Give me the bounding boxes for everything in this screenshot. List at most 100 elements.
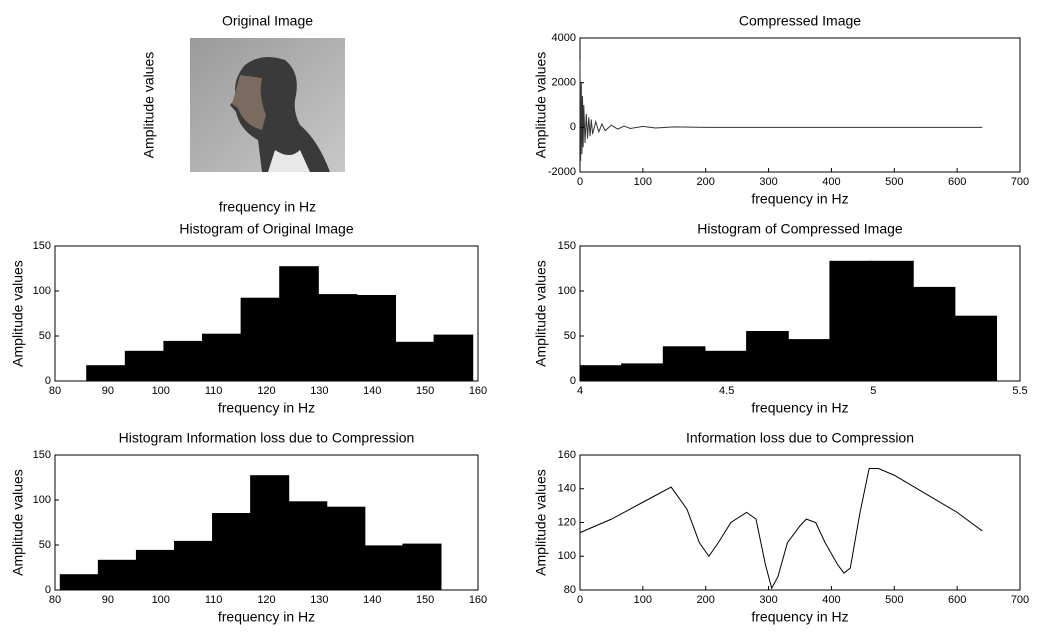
histogram-bar <box>395 341 435 382</box>
line <box>579 468 983 590</box>
y-tick-label: 100 <box>33 285 51 297</box>
histogram-bar <box>746 331 789 382</box>
x-tick-label: 90 <box>102 594 114 606</box>
histogram-bar <box>212 513 252 591</box>
x-tick-label: 700 <box>1011 594 1029 606</box>
axes-box <box>579 454 1021 591</box>
y-tick-label: 0 <box>570 121 576 133</box>
x-tick-label: 140 <box>363 594 381 606</box>
x-tick-label: 600 <box>948 594 966 606</box>
chart-title: Histogram of Compressed Image <box>697 221 903 237</box>
y-tick-label: 100 <box>558 550 576 562</box>
x-tick-label: 300 <box>759 176 777 188</box>
y-axis-label: Amplitude values <box>10 260 26 367</box>
histogram-bar <box>954 315 998 382</box>
x-tick-label: 110 <box>205 594 223 606</box>
y-axis-label: Amplitude values <box>533 469 549 576</box>
histogram-bar <box>871 260 914 382</box>
axes-box <box>579 37 1021 173</box>
x-axis-label: frequency in Hz <box>751 400 848 416</box>
histogram-bar <box>621 363 664 382</box>
x-axis-label: frequency in Hz <box>218 400 315 416</box>
histogram-bar <box>173 540 214 591</box>
y-tick-label: 120 <box>558 516 576 528</box>
x-tick-label: 130 <box>310 594 328 606</box>
chart-title: Histogram of Original Image <box>179 221 354 237</box>
x-tick-label: 140 <box>363 385 381 397</box>
x-tick-label: 0 <box>577 594 583 606</box>
histogram-bar <box>163 340 204 382</box>
x-tick-label: 400 <box>822 176 840 188</box>
histogram-bar <box>402 543 442 591</box>
x-tick-label: 0 <box>577 176 583 188</box>
y-tick-label: 0 <box>45 584 51 596</box>
x-tick-label: 90 <box>102 385 114 397</box>
y-tick-label: 2000 <box>552 77 576 89</box>
y-axis-label: Amplitude values <box>141 52 157 159</box>
histogram-bar <box>59 574 99 591</box>
histogram-bar <box>662 346 706 382</box>
histogram-bar <box>97 559 137 591</box>
histogram-bar <box>86 365 126 382</box>
histogram-bar <box>279 266 319 382</box>
x-tick-label: 110 <box>205 385 223 397</box>
x-tick-label: 100 <box>634 594 652 606</box>
histogram-bar <box>829 260 873 382</box>
histogram-bar <box>135 549 175 591</box>
y-tick-label: 4000 <box>552 32 576 44</box>
chart-title: Histogram Information loss due to Compre… <box>119 430 415 446</box>
histogram-bar <box>356 295 397 382</box>
histogram-bar <box>317 294 358 382</box>
x-tick-label: 80 <box>49 385 61 397</box>
x-tick-label: 130 <box>310 385 328 397</box>
y-tick-label: 100 <box>558 285 576 297</box>
y-tick-label: 100 <box>33 494 51 506</box>
y-tick-label: 160 <box>558 449 576 461</box>
histogram-bar <box>704 350 748 382</box>
y-axis-label: Amplitude values <box>533 52 549 159</box>
x-tick-label: 200 <box>697 594 715 606</box>
x-axis-label: frequency in Hz <box>219 199 316 215</box>
y-tick-label: 0 <box>45 375 51 387</box>
y-tick-label: 150 <box>33 240 51 252</box>
x-tick-label: 5.5 <box>1012 385 1027 397</box>
y-tick-label: 150 <box>33 449 51 461</box>
histogram-bar <box>250 475 290 591</box>
histogram-bar <box>364 545 404 591</box>
x-tick-label: 4 <box>577 385 583 397</box>
x-tick-label: 4.5 <box>719 385 734 397</box>
y-tick-label: 140 <box>558 483 576 495</box>
y-axis-label: Amplitude values <box>10 469 26 576</box>
y-tick-label: 50 <box>564 330 576 342</box>
histogram-bar <box>288 501 328 591</box>
y-tick-label: -2000 <box>548 166 576 178</box>
x-tick-label: 5 <box>870 385 876 397</box>
histogram-bar <box>326 506 366 591</box>
x-tick-label: 120 <box>257 385 275 397</box>
line <box>579 60 983 161</box>
x-tick-label: 700 <box>1011 176 1029 188</box>
chart-title: Information loss due to Compression <box>686 430 914 446</box>
x-tick-label: 500 <box>885 176 903 188</box>
image-shirt <box>268 150 310 172</box>
x-tick-label: 100 <box>634 176 652 188</box>
histogram-bar <box>124 350 165 382</box>
x-axis-label: frequency in Hz <box>218 609 315 625</box>
y-tick-label: 50 <box>39 539 51 551</box>
x-tick-label: 400 <box>822 594 840 606</box>
x-tick-label: 160 <box>469 385 487 397</box>
histogram-bar <box>433 334 474 382</box>
x-tick-label: 150 <box>416 385 434 397</box>
x-axis-label: frequency in Hz <box>751 191 848 207</box>
histogram-bar <box>579 365 623 382</box>
y-tick-label: 150 <box>558 240 576 252</box>
x-tick-label: 100 <box>152 385 170 397</box>
x-tick-label: 80 <box>49 594 61 606</box>
histogram-bar <box>912 286 956 382</box>
y-axis-label: Amplitude values <box>533 260 549 367</box>
x-axis-label: frequency in Hz <box>751 609 848 625</box>
x-tick-label: 600 <box>948 176 966 188</box>
y-tick-label: 50 <box>39 330 51 342</box>
